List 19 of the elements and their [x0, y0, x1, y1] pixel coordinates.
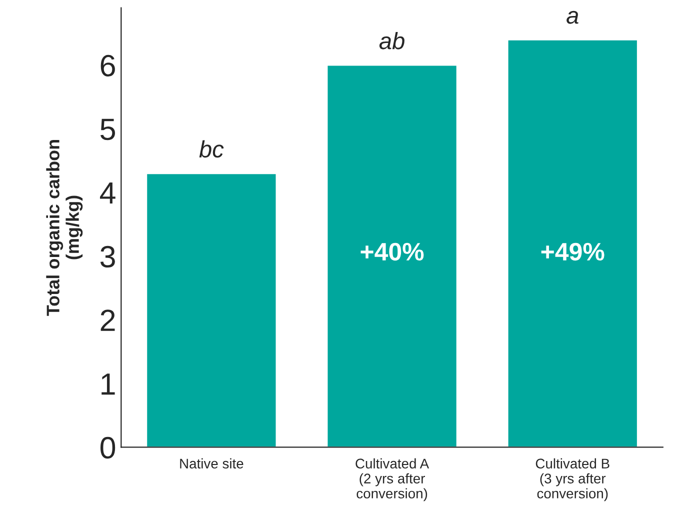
bar — [506, 38, 638, 448]
bar — [146, 172, 278, 448]
annotation: +49% — [541, 242, 604, 261]
y-tick-label: 5 — [100, 118, 115, 140]
x-tick-label: Cultivated B (3 yrs after conversion) — [536, 458, 610, 502]
y-tick-label: 4 — [100, 182, 116, 204]
x-tick-label: Native site — [180, 458, 244, 469]
annotation: ab — [379, 32, 404, 50]
y-tick-label: 6 — [100, 54, 115, 76]
y-axis-title: Total organic carbon (mg/kg) — [46, 140, 83, 316]
x-tick-label: Cultivated A (2 yrs after conversion) — [356, 458, 430, 502]
y-tick-label: 2 — [100, 310, 115, 331]
annotation: a — [566, 10, 578, 24]
annotation: bc — [199, 140, 224, 158]
y-tick-label: 0 — [100, 436, 116, 459]
y-tick-label: 3 — [100, 246, 115, 268]
y-tick-label: 1 — [102, 374, 115, 395]
annotation: +40% — [360, 242, 424, 261]
bar — [326, 64, 458, 448]
